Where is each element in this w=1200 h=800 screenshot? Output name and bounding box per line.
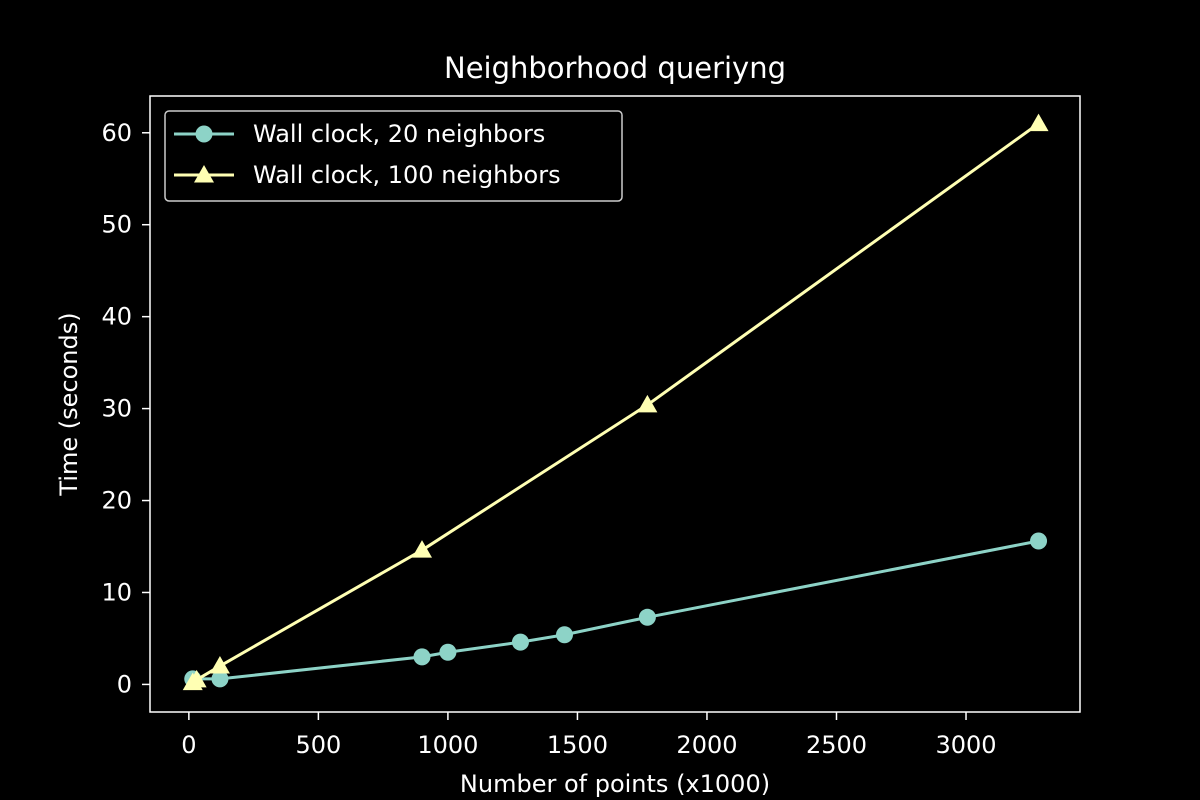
y-axis: 0 10 20 30 40 50 60 xyxy=(101,119,150,698)
y-tick-label: 0 xyxy=(117,670,132,698)
y-axis-label: Time (seconds) xyxy=(55,312,83,496)
x-axis: 0 500 1000 1500 2000 2500 3000 xyxy=(181,712,997,759)
legend-marker xyxy=(195,125,213,143)
series-line xyxy=(192,539,1039,681)
data-point xyxy=(186,669,207,688)
data-point xyxy=(211,670,229,688)
legend-box xyxy=(164,110,623,202)
data-point xyxy=(637,394,658,413)
y-tick-label: 20 xyxy=(101,487,132,515)
y-tick-label: 50 xyxy=(101,211,132,239)
x-tick-label: 500 xyxy=(295,731,341,759)
y-tick-label: 60 xyxy=(101,119,132,147)
data-point xyxy=(511,633,529,651)
x-tick-label: 1500 xyxy=(547,731,608,759)
y-tick-label: 10 xyxy=(101,578,132,606)
x-tick-label: 1000 xyxy=(417,731,478,759)
data-point xyxy=(1030,532,1048,550)
legend-label: Wall clock, 20 neighbors xyxy=(253,120,545,148)
legend: Wall clock, 20 neighbors Wall clock, 100 … xyxy=(164,110,623,202)
legend-item: Wall clock, 20 neighbors xyxy=(174,120,545,148)
chart-title: Neighborhood queriyng xyxy=(444,51,786,85)
data-point xyxy=(412,540,433,558)
data-point xyxy=(1028,113,1049,132)
data-point xyxy=(439,643,457,661)
x-axis-label: Number of points (x1000) xyxy=(460,770,770,798)
y-tick-label: 30 xyxy=(101,395,132,423)
data-point xyxy=(638,608,656,626)
series-2 xyxy=(182,113,1049,691)
x-tick-label: 3000 xyxy=(935,731,996,759)
data-point xyxy=(413,648,431,666)
plot-area xyxy=(182,113,1049,691)
y-tick-label: 40 xyxy=(101,303,132,331)
data-point xyxy=(209,656,230,674)
x-tick-label: 2500 xyxy=(806,731,867,759)
data-point xyxy=(555,626,573,644)
legend-marker xyxy=(194,165,214,183)
x-tick-label: 2000 xyxy=(676,731,737,759)
legend-item: Wall clock, 100 neighbors xyxy=(174,161,561,189)
legend-label: Wall clock, 100 neighbors xyxy=(253,161,561,189)
axes-frame xyxy=(149,95,1081,713)
x-tick-label: 0 xyxy=(181,731,196,759)
